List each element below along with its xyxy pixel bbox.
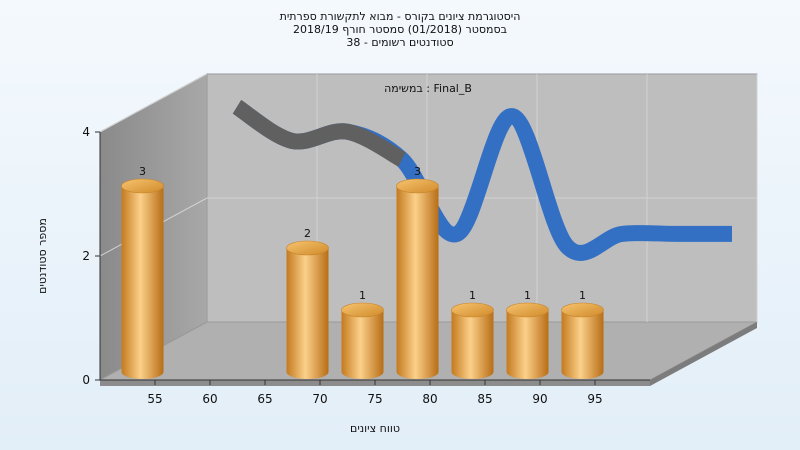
bar [561, 302, 604, 380]
bar-body [451, 310, 494, 380]
bar [341, 302, 384, 380]
x-tick-label: 80 [422, 392, 437, 406]
x-tick-label: 85 [477, 392, 492, 406]
bar-top [396, 178, 439, 194]
bar-top [451, 302, 494, 318]
bar-body [506, 310, 549, 380]
bar-top [286, 240, 329, 256]
curve-ribbon-shadow [232, 100, 406, 167]
bar-value-label: 3 [414, 165, 421, 178]
chart-title: היסטוגרמת ציונים בקורס - מבוא לתקשורת ספ… [279, 10, 521, 23]
bars [121, 178, 604, 380]
bar-top [121, 178, 164, 194]
chart-enrollment: סטודנטים רשומים - 38 [346, 36, 454, 49]
bar-value-label: 1 [359, 289, 366, 302]
x-tick-label: 55 [147, 392, 162, 406]
grid-line-side [99, 73, 208, 133]
bar-value-label: 1 [469, 289, 476, 302]
bar [506, 302, 549, 380]
bar-top [506, 302, 549, 318]
y-tick-label: 4 [82, 125, 90, 139]
bar [451, 302, 494, 380]
bar-value-label: 1 [579, 289, 586, 302]
chart-subtitle: במשימה : Final_B [384, 82, 472, 95]
bar-body [286, 248, 329, 380]
bar-body [121, 186, 164, 380]
bar-body [396, 186, 439, 380]
x-tick-label: 70 [312, 392, 327, 406]
y-axis-label: מספר סטודנטים [36, 218, 49, 294]
x-axis-label: טווח ציונים [350, 422, 400, 435]
y-tick-label: 2 [82, 249, 90, 263]
bar-top [561, 302, 604, 318]
x-tick-label: 95 [587, 392, 602, 406]
trend-curve [232, 100, 732, 261]
x-tick-label: 60 [202, 392, 217, 406]
bar-value-label: 1 [524, 289, 531, 302]
tick-labels: 3 2 1 3 1 1 1 55 60 65 70 75 80 85 90 95 0 2 4 [82, 125, 602, 406]
bar-body [561, 310, 604, 380]
bar-top [341, 302, 384, 318]
bar [121, 178, 164, 380]
x-tick-label: 65 [257, 392, 272, 406]
y-tick-label: 0 [82, 373, 90, 387]
floor-right-edge [650, 322, 757, 386]
bar [396, 178, 439, 380]
bar-body [341, 310, 384, 380]
chart-semester: בסמסטר (01/2018) סמסטר חורף 2018/19 [293, 23, 507, 36]
bar-value-label: 2 [304, 227, 311, 240]
bar-value-label: 3 [139, 165, 146, 178]
bar [286, 240, 329, 380]
x-tick-label: 90 [532, 392, 547, 406]
x-tick-label: 75 [367, 392, 382, 406]
